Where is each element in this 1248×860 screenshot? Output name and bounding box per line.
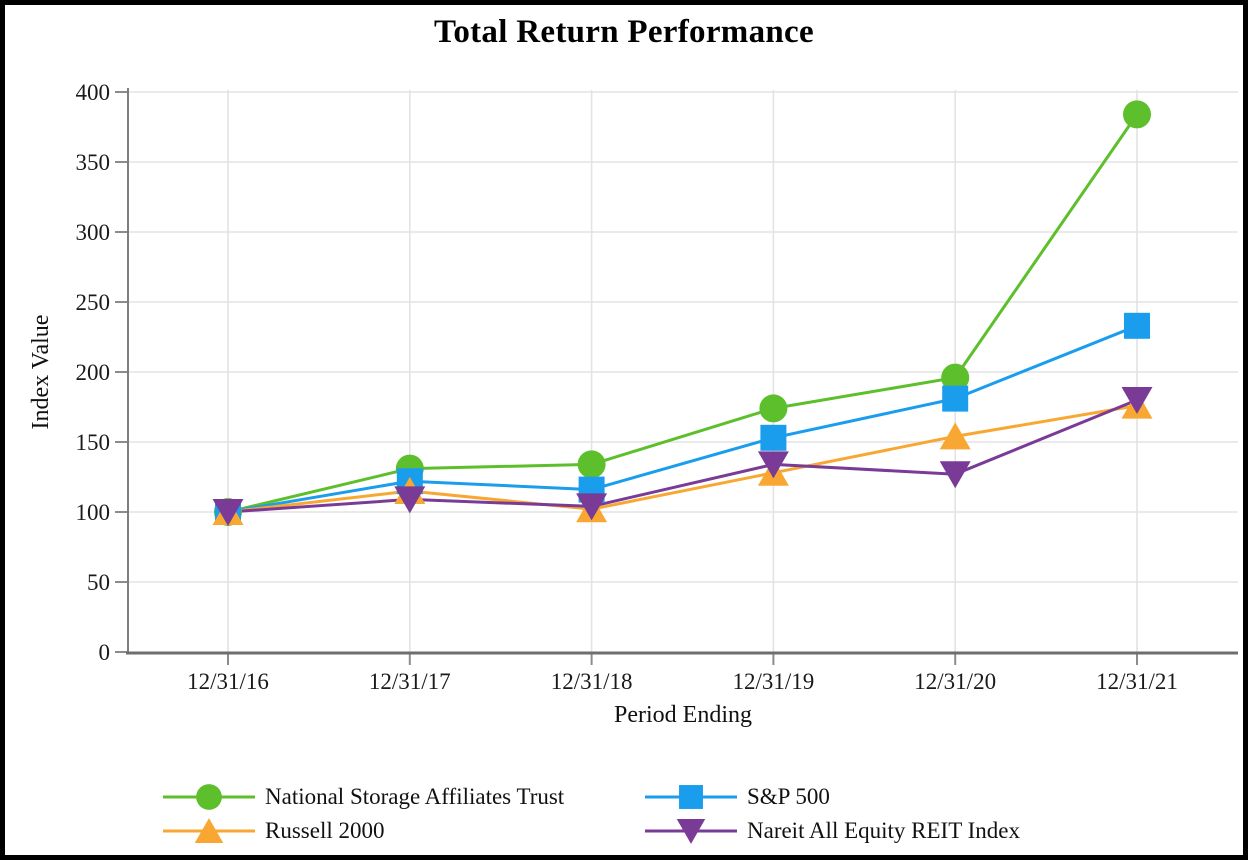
y-tick-label: 100 (76, 500, 111, 525)
series-markers-russell-2000 (212, 391, 1153, 525)
axes (126, 88, 1238, 655)
triangle-down-marker (394, 486, 426, 514)
axis-ticks (115, 91, 1138, 665)
circle-marker (941, 363, 970, 392)
x-tick-label: 12/31/20 (914, 669, 996, 694)
y-tick-label: 350 (76, 150, 111, 175)
x-tick-label: 12/31/19 (733, 669, 815, 694)
x-tick-label: 12/31/17 (369, 669, 451, 694)
x-tick-label: 12/31/18 (551, 669, 633, 694)
y-tick-label: 400 (76, 80, 111, 105)
series-line-national-storage-affiliates-trust (226, 112, 1139, 514)
y-tick-label: 150 (76, 430, 111, 455)
circle-marker (577, 450, 606, 479)
series-markers-s-p-500 (215, 312, 1150, 525)
triangle-down-marker (576, 493, 608, 521)
circle-marker (196, 784, 222, 810)
circle-marker (1123, 100, 1151, 129)
triangle-up-legend-icon (163, 818, 255, 843)
triangle-down-legend-icon (645, 819, 737, 844)
square-legend-icon (645, 785, 737, 809)
x-tick-labels: 12/31/16 12/31/17 12/31/18 12/31/19 12/31/20… (187, 669, 1178, 694)
chart-title: Total Return Performance (434, 14, 814, 50)
x-axis-title: Period Ending (614, 702, 752, 728)
legend-item-russell-2000: Russell 2000 (163, 815, 645, 847)
series-markers-nareit-all-equity-reit-index (212, 387, 1153, 526)
legend-item-national-storage-affiliates-trust: National Storage Affiliates Trust (163, 781, 645, 813)
triangle-up-marker (939, 422, 971, 450)
square-marker (679, 785, 703, 809)
legend-label: National Storage Affiliates Trust (265, 784, 565, 809)
legend-item-s-p-500: S&P 500 (645, 781, 1020, 813)
x-tick-label: 12/31/16 (187, 669, 269, 694)
square-marker (1124, 312, 1150, 339)
circle-marker (759, 394, 788, 423)
legend-label: S&P 500 (747, 784, 830, 809)
square-marker (942, 385, 969, 412)
legend: National Storage Affiliates Trust S&P 500… (163, 781, 1020, 847)
x-tick-label: 12/31/21 (1096, 669, 1178, 694)
circle-legend-icon (163, 784, 255, 810)
y-tick-label: 200 (76, 360, 111, 385)
y-tick-label: 50 (87, 570, 110, 595)
chart-canvas: 0 50 100 150 200 250 300 350 400 12/31/16 12/31/17… (76, 80, 1238, 694)
legend-item-nareit-all-equity-reit-index: Nareit All Equity REIT Index (645, 815, 1020, 847)
y-tick-label: 300 (76, 220, 111, 245)
series-line-nareit-all-equity-reit-index (226, 398, 1139, 514)
triangle-down-marker (212, 499, 244, 526)
series-line-s-p-500 (226, 324, 1139, 514)
triangle-down-marker (1121, 387, 1153, 414)
legend-label: Russell 2000 (265, 818, 385, 843)
y-tick-labels: 0 50 100 150 200 250 300 350 400 (76, 80, 111, 665)
series-line-russell-2000 (226, 404, 1139, 514)
triangle-down-marker (757, 451, 789, 479)
triangle-up-marker (194, 818, 224, 843)
triangle-down-marker (939, 461, 971, 489)
gridlines (128, 90, 1238, 652)
legend-label: Nareit All Equity REIT Index (747, 818, 1020, 843)
y-tick-label: 0 (99, 640, 111, 665)
triangle-down-marker (676, 819, 706, 844)
y-tick-label: 250 (76, 290, 111, 315)
square-marker (760, 424, 787, 451)
